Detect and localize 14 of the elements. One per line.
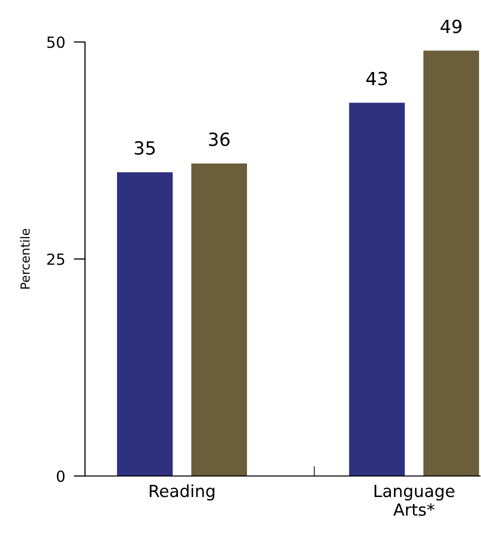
y-tick-label: 25 bbox=[47, 253, 64, 266]
bar bbox=[191, 164, 247, 476]
bar bbox=[423, 50, 480, 476]
bar bbox=[349, 102, 405, 476]
data-label: 35 bbox=[134, 141, 155, 155]
data-label: 43 bbox=[366, 72, 387, 86]
data-label: 49 bbox=[440, 20, 462, 34]
x-tick-label: Reading bbox=[150, 484, 214, 500]
y-axis-title: Percentile bbox=[20, 228, 30, 289]
data-label: 36 bbox=[209, 132, 230, 146]
y-tick-label: 50 bbox=[47, 36, 65, 48]
y-tick-label: 0 bbox=[56, 470, 65, 482]
x-tick-label: Language Arts* bbox=[374, 484, 454, 516]
bar bbox=[117, 172, 173, 476]
